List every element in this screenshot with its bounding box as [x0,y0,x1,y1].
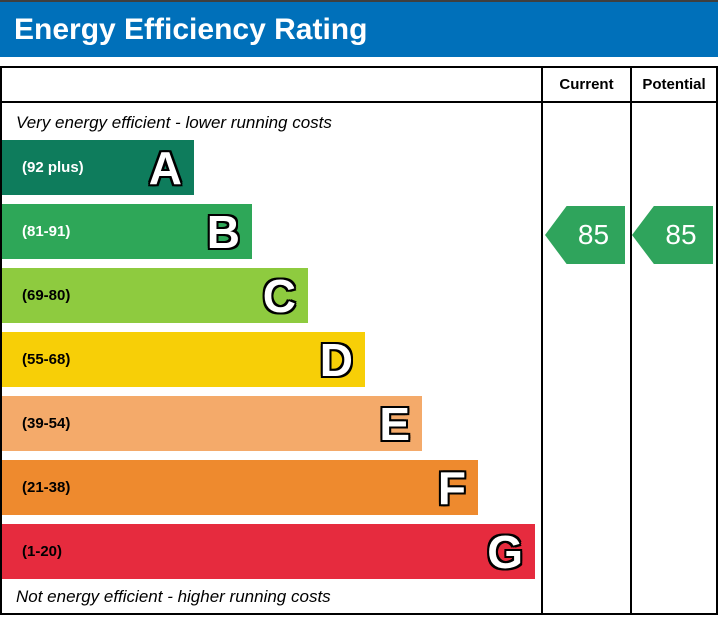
current-column-header: Current [559,76,614,93]
rating-table: Current Potential Very energy efficient … [0,66,718,615]
current-rating-arrow: 85 [545,206,625,264]
current-rating-value: 85 [577,219,610,250]
band-letter-b: B [206,206,240,258]
band-range-label-e: (39-54) [22,415,71,432]
header-bar: Energy Efficiency Rating [0,2,718,57]
top-note: Very energy efficient - lower running co… [16,113,332,132]
band-row-e: (39-54) E [2,396,422,451]
potential-rating-value: 85 [665,219,697,250]
band-row-f: (21-38) F [2,460,478,515]
current-column-divider [541,68,543,613]
bottom-note: Not energy efficient - higher running co… [16,587,331,606]
band-range-label-a: (92 plus) [22,159,84,176]
band-letter-c: C [262,270,296,322]
potential-column-divider [630,68,632,613]
potential-rating-arrow: 85 [632,206,713,264]
band-range-label-g: (1-20) [22,543,63,560]
band-letter-g: G [487,526,523,578]
band-letter-a: A [148,142,182,194]
band-letter-d: D [319,334,353,386]
band-row-a: (92 plus) A [2,140,194,195]
band-range-label-b: (81-91) [22,223,71,240]
band-letter-e: E [379,398,410,450]
table-header-divider [2,101,716,103]
band-range-label-d: (55-68) [22,351,71,368]
band-row-b: (81-91) B [2,204,252,259]
potential-column-header: Potential [642,76,706,93]
band-range-label-f: (21-38) [22,479,71,496]
band-letter-f: F [437,462,466,514]
band-row-g: (1-20) G [2,524,535,579]
band-range-label-c: (69-80) [22,287,71,304]
page-title: Energy Efficiency Rating [14,12,368,46]
band-row-c: (69-80) C [2,268,308,323]
top-divider [0,0,718,2]
band-row-d: (55-68) D [2,332,365,387]
